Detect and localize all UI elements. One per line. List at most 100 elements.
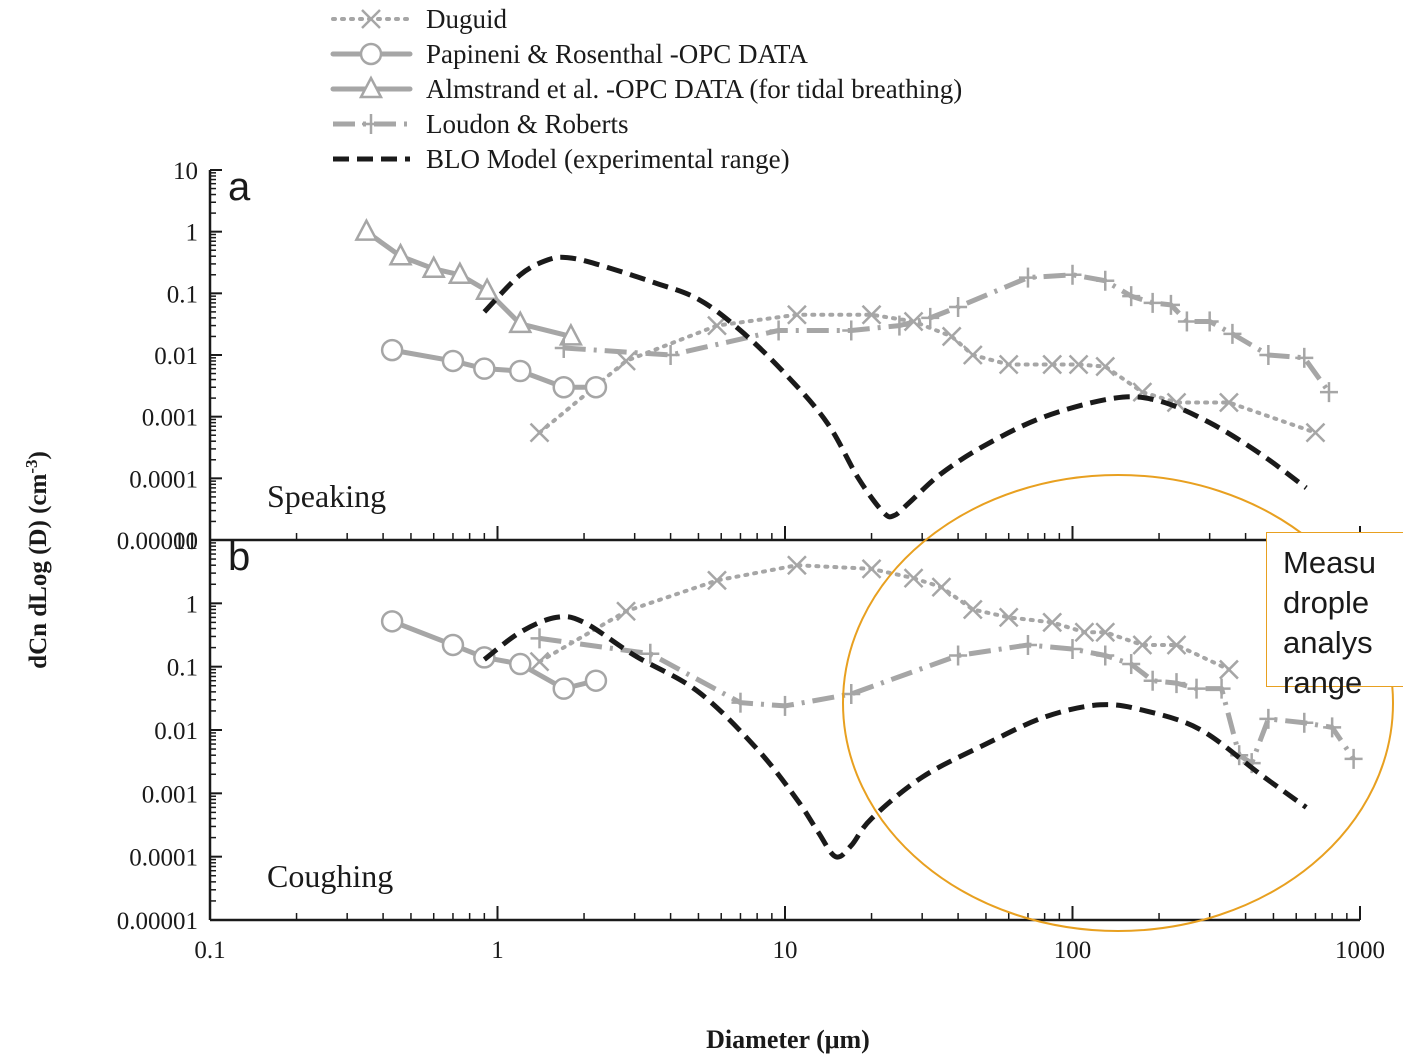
data-point — [1187, 678, 1206, 699]
x-axis-label: Diameter (μm) — [706, 1025, 870, 1054]
data-point — [1161, 294, 1180, 315]
data-point — [529, 422, 550, 443]
legend-label: Almstrand et al. -OPC DATA (for tidal br… — [426, 74, 962, 104]
panel-annotation: Coughing — [267, 858, 393, 894]
data-point — [1122, 286, 1141, 307]
data-point — [1295, 347, 1314, 368]
data-point — [475, 277, 500, 301]
panel-annotation: Speaking — [267, 478, 386, 514]
data-point — [998, 607, 1019, 628]
legend-marker — [358, 75, 384, 99]
series-line — [363, 229, 574, 339]
y-tick-label: 1 — [186, 220, 199, 247]
data-point — [1295, 712, 1314, 733]
data-point — [1200, 311, 1219, 332]
x-tick-label: 0.1 — [194, 937, 225, 964]
data-point — [1063, 264, 1082, 285]
data-point — [1219, 659, 1239, 680]
y-tick-label: 10 — [173, 158, 198, 185]
data-point — [1018, 267, 1037, 288]
data-point — [1042, 354, 1063, 375]
series-blo-model-experimental-range — [482, 254, 1308, 520]
data-point — [1132, 635, 1153, 655]
series-loudon-roberts — [554, 264, 1338, 403]
data-point — [388, 242, 413, 266]
data-point — [941, 326, 962, 347]
legend-label: Loudon & Roberts — [426, 109, 629, 139]
data-point — [447, 261, 472, 285]
data-point — [1219, 392, 1239, 413]
series-papineni-rosenthal-opc-data — [380, 610, 608, 700]
data-point — [1143, 292, 1162, 313]
data-point — [1323, 717, 1342, 738]
data-point — [441, 633, 465, 657]
data-point — [998, 354, 1019, 375]
y-tick-label: 0.1 — [167, 655, 198, 682]
data-point — [903, 311, 924, 332]
y-tick-label: 0.1 — [167, 281, 198, 308]
data-point — [1166, 392, 1187, 413]
data-point — [1042, 612, 1063, 633]
data-point — [1143, 670, 1162, 691]
y-tick-label: 0.01 — [154, 718, 198, 745]
series-duguid — [529, 304, 1326, 443]
data-point — [380, 338, 404, 362]
data-point — [552, 375, 576, 399]
y-tick-label: 0.0001 — [129, 466, 198, 493]
data-point — [1096, 270, 1115, 291]
data-point — [787, 555, 807, 576]
legend-marker — [362, 114, 380, 134]
data-point — [1177, 311, 1196, 332]
data-point — [508, 310, 533, 334]
series-papineni-rosenthal-opc-data — [380, 338, 608, 399]
data-point — [1074, 622, 1095, 643]
data-point — [380, 610, 404, 633]
data-point — [530, 628, 549, 649]
data-point — [1319, 382, 1338, 403]
x-tick-label: 10 — [773, 937, 798, 964]
data-point — [1259, 345, 1278, 365]
data-point — [890, 315, 909, 336]
data-point — [1095, 356, 1116, 377]
y-axis-label: dCn dLog (D) (cm-3) — [22, 451, 53, 669]
series-almstrand-et-al-opc-data-for-tidal-breathing — [354, 217, 583, 346]
legend-item-duguid: Duguid — [331, 4, 508, 34]
x-tick-label: 1 — [491, 937, 504, 964]
legend: Duguid Papineni & Rosenthal -OPC DATA Alms… — [330, 4, 962, 174]
panel-b-coughing — [380, 555, 1363, 860]
data-point — [1068, 354, 1089, 375]
panel-label: b — [228, 535, 250, 579]
data-point — [1063, 639, 1082, 660]
data-point — [661, 345, 680, 365]
x-tick-label: 100 — [1054, 937, 1092, 964]
data-point — [552, 677, 576, 700]
legend-marker — [359, 42, 383, 66]
y-tick-label: 0.00001 — [117, 908, 198, 935]
series-loudon-roberts — [530, 628, 1363, 774]
data-point — [1305, 422, 1326, 443]
x-tick-label: 1000 — [1335, 937, 1385, 964]
data-point — [903, 568, 924, 589]
data-point — [1018, 634, 1037, 655]
axes: a Speaking 10 1 0.1 0.01 0.001 0.0001 0.00001 b Co… — [117, 158, 1385, 964]
legend-label: Papineni & Rosenthal -OPC DATA — [426, 39, 808, 69]
data-point — [1166, 635, 1187, 655]
y-tick-label: 0.001 — [142, 405, 198, 432]
data-point — [441, 349, 465, 373]
data-point — [842, 684, 861, 705]
data-point — [529, 651, 550, 672]
data-point — [769, 320, 788, 341]
data-point — [509, 652, 532, 676]
data-point — [1122, 654, 1141, 675]
data-point — [842, 320, 861, 341]
y-tick-label: 0.001 — [142, 781, 198, 808]
series-line — [539, 635, 1356, 766]
series-blo-model-experimental-range — [482, 614, 1308, 860]
y-tick-label: 0.0001 — [129, 845, 198, 872]
data-point — [1223, 323, 1242, 344]
series-line — [537, 312, 1318, 435]
data-point — [787, 304, 807, 325]
data-point — [1212, 678, 1231, 699]
series-line — [537, 563, 1231, 672]
legend-marker — [361, 9, 381, 29]
